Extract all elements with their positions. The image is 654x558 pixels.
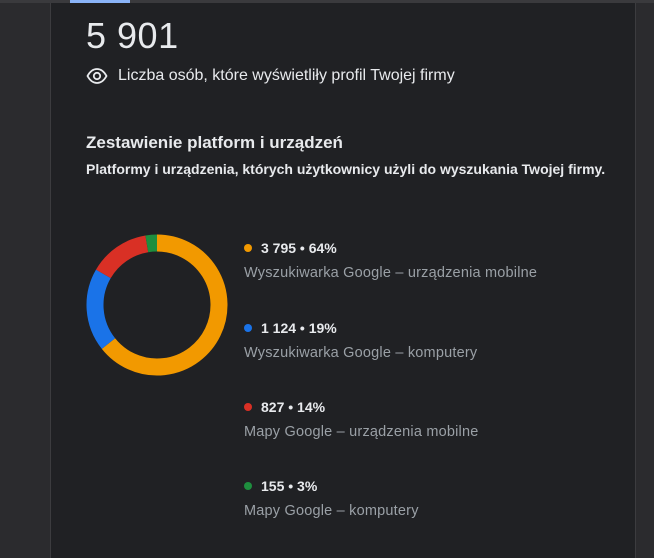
slice-desktop-search [86, 269, 116, 349]
legend-dot-mobile-maps [244, 403, 252, 411]
legend-label: Mapy Google – komputery [244, 503, 419, 519]
views-caption: Liczba osób, które wyświetliły profil Tw… [118, 67, 455, 84]
slice-mobile-maps [96, 235, 149, 279]
legend-value: 155 • 3% [261, 478, 318, 494]
platforms-section-description: Platformy i urządzenia, których użytkown… [86, 161, 606, 177]
legend-item-desktop-maps: 155 • 3% Mapy Google – komputery [244, 476, 624, 519]
platforms-section-title: Zestawienie platform i urządzeń [86, 133, 343, 152]
slice-mobile-search [101, 234, 228, 376]
legend-item-desktop-search: 1 124 • 19% Wyszukiwarka Google – komput… [244, 318, 624, 361]
eye-icon [86, 67, 108, 85]
views-metric-row: Liczba osób, które wyświetliły profil Tw… [86, 67, 455, 85]
platforms-donut-chart [86, 234, 228, 376]
legend-item-mobile-search: 3 795 • 64% Wyszukiwarka Google – urządz… [244, 238, 624, 281]
legend-label: Mapy Google – urządzenia mobilne [244, 424, 479, 440]
legend-item-mobile-maps: 827 • 14% Mapy Google – urządzenia mobil… [244, 397, 624, 440]
total-views-count: 5 901 [86, 15, 179, 56]
legend-value: 827 • 14% [261, 399, 326, 415]
legend-value: 1 124 • 19% [261, 320, 337, 336]
slice-desktop-maps [145, 234, 158, 253]
window-top-border [0, 0, 654, 3]
insights-panel: 5 901 Liczba osób, które wyświetliły pro… [50, 3, 636, 558]
legend-dot-mobile-search [244, 244, 252, 252]
legend-dot-desktop-maps [244, 482, 252, 490]
legend-label: Wyszukiwarka Google – komputery [244, 345, 478, 361]
active-tab-indicator [70, 0, 130, 3]
legend-value: 3 795 • 64% [261, 240, 337, 256]
legend-dot-desktop-search [244, 324, 252, 332]
legend-label: Wyszukiwarka Google – urządzenia mobilne [244, 265, 538, 281]
